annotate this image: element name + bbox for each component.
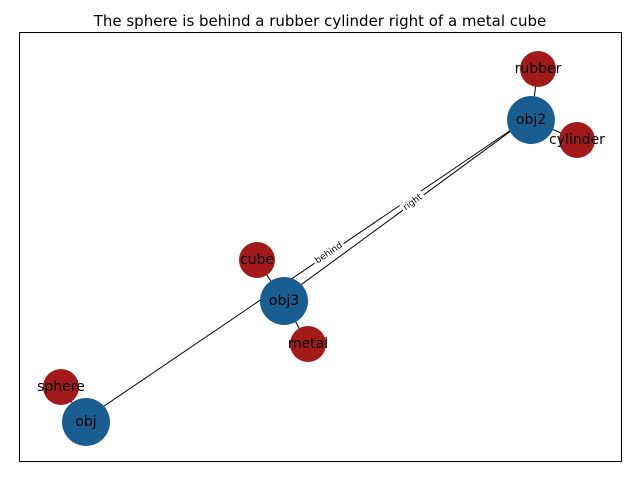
plot-frame <box>19 32 622 462</box>
node-label: obj <box>75 414 96 430</box>
nodes-layer: obj obj2 obj3 sphere rubber cylinder cube metal <box>37 51 605 446</box>
node-sphere: sphere <box>37 369 85 405</box>
edge-label-right: right <box>399 190 428 215</box>
edge-label-background <box>399 190 428 215</box>
attribute-node-circle <box>520 51 556 87</box>
node-metal: metal <box>288 326 328 362</box>
node-label: obj3 <box>269 293 299 309</box>
diagram-title: The sphere is behind a rubber cylinder r… <box>93 12 547 30</box>
attribute-node-circle <box>559 122 595 158</box>
node-label: obj2 <box>516 112 546 128</box>
node-label: rubber <box>515 61 562 77</box>
node-obj2: obj2 <box>507 96 555 144</box>
edge-label-text: behind <box>313 241 344 267</box>
node-obj3: obj3 <box>260 277 308 325</box>
edge-obj-obj2 <box>84 117 530 420</box>
node-cube: cube <box>239 242 275 278</box>
edge-labels-layer: behind right <box>311 190 428 269</box>
attribute-node-circle <box>290 326 326 362</box>
node-obj: obj <box>62 398 110 446</box>
node-rubber: rubber <box>515 51 562 87</box>
object-node-circle <box>62 398 110 446</box>
node-label: cylinder <box>549 132 605 148</box>
attribute-node-circle <box>43 369 79 405</box>
node-label: sphere <box>37 379 85 395</box>
object-node-circle <box>507 96 555 144</box>
node-label: metal <box>288 336 328 352</box>
object-node-circle <box>260 277 308 325</box>
edge-label-background <box>311 238 347 269</box>
attribute-node-circle <box>239 242 275 278</box>
node-label: cube <box>240 252 274 268</box>
edges-layer <box>60 68 578 423</box>
node-cylinder: cylinder <box>549 122 605 158</box>
